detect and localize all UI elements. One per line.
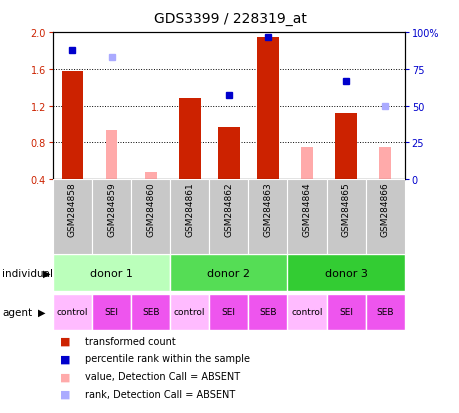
Bar (365, 180, 404, 254)
Text: GSM284862: GSM284862 (224, 182, 233, 236)
Bar (365, 294, 404, 330)
Text: control: control (174, 308, 205, 317)
Bar (53, 180, 92, 254)
Bar (301, 147, 312, 180)
Text: GSM284860: GSM284860 (146, 182, 155, 237)
Bar (209, 180, 248, 254)
Text: ▶: ▶ (38, 307, 45, 317)
Bar (145, 172, 156, 180)
Bar (170, 294, 209, 330)
Bar (218, 128, 239, 180)
Bar (131, 180, 170, 254)
Text: GSM284866: GSM284866 (380, 182, 389, 237)
Text: SEB: SEB (258, 308, 276, 317)
Text: GSM284859: GSM284859 (107, 182, 116, 237)
Bar (170, 255, 287, 291)
Bar (379, 147, 390, 180)
Text: GDS3399 / 228319_at: GDS3399 / 228319_at (153, 12, 306, 26)
Bar (248, 180, 287, 254)
Text: ■: ■ (60, 336, 70, 346)
Bar (53, 294, 92, 330)
Text: control: control (56, 308, 88, 317)
Text: ▶: ▶ (43, 268, 50, 278)
Bar (335, 114, 356, 180)
Text: ■: ■ (60, 354, 70, 363)
Bar (170, 180, 209, 254)
Text: value, Detection Call = ABSENT: value, Detection Call = ABSENT (85, 371, 240, 381)
Text: rank, Detection Call = ABSENT: rank, Detection Call = ABSENT (85, 389, 235, 399)
Text: individual: individual (2, 268, 53, 278)
Text: SEI: SEI (338, 308, 353, 317)
Text: GSM284863: GSM284863 (263, 182, 272, 237)
Text: SEB: SEB (375, 308, 393, 317)
Text: GSM284858: GSM284858 (68, 182, 77, 237)
Bar (287, 255, 404, 291)
Text: donor 2: donor 2 (207, 268, 250, 278)
Bar (248, 294, 287, 330)
Bar (106, 131, 117, 180)
Text: donor 3: donor 3 (324, 268, 367, 278)
Bar (287, 294, 326, 330)
Bar (326, 294, 365, 330)
Bar (131, 294, 170, 330)
Text: GSM284864: GSM284864 (302, 182, 311, 236)
Text: GSM284861: GSM284861 (185, 182, 194, 237)
Bar (287, 180, 326, 254)
Text: ■: ■ (60, 389, 70, 399)
Bar (92, 294, 131, 330)
Text: percentile rank within the sample: percentile rank within the sample (85, 354, 250, 363)
Text: transformed count: transformed count (85, 336, 175, 346)
Bar (92, 180, 131, 254)
Bar (257, 38, 278, 180)
Text: donor 1: donor 1 (90, 268, 133, 278)
Bar (179, 99, 200, 180)
Text: control: control (291, 308, 322, 317)
Bar (209, 294, 248, 330)
Bar (62, 71, 83, 180)
Text: SEI: SEI (221, 308, 235, 317)
Bar (53, 255, 170, 291)
Text: SEB: SEB (141, 308, 159, 317)
Text: SEI: SEI (104, 308, 118, 317)
Text: ■: ■ (60, 371, 70, 381)
Text: GSM284865: GSM284865 (341, 182, 350, 237)
Text: agent: agent (2, 307, 32, 317)
Bar (326, 180, 365, 254)
